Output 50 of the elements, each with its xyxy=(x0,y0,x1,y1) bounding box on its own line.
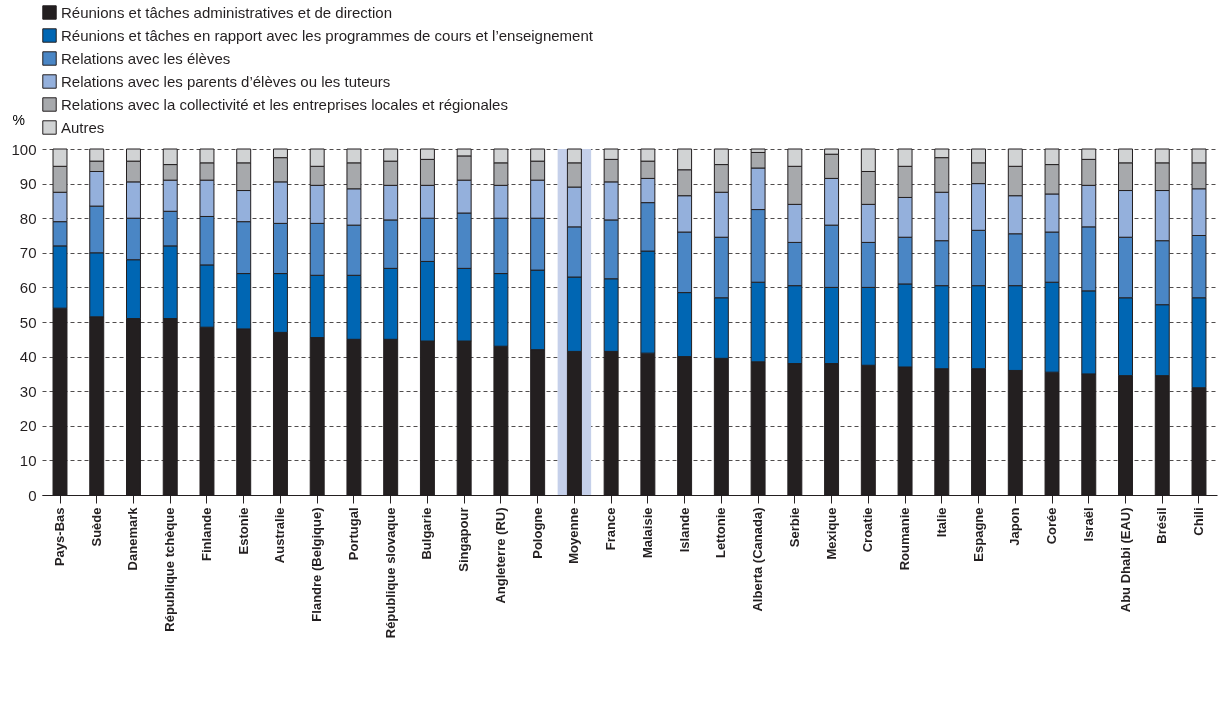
x-tick-label: Mexique xyxy=(823,507,839,560)
x-tick-label: Portugal xyxy=(345,507,361,561)
y-tick-label: 20 xyxy=(19,417,37,435)
x-tick-label: Japon xyxy=(1007,507,1023,546)
x-tick-label: Israël xyxy=(1080,507,1096,542)
x-tick-label: Lettonie xyxy=(713,507,729,559)
y-axis-title: % xyxy=(12,111,25,128)
x-tick-label: Singapour xyxy=(456,507,472,572)
x-tick-label: Islande xyxy=(676,507,692,553)
x-tick-label: Danemark xyxy=(125,506,141,571)
x-tick-label: Finlande xyxy=(198,507,214,561)
x-tick-label: Abu Dhabi (EAU) xyxy=(1117,507,1133,613)
y-tick-label: 50 xyxy=(19,313,37,331)
x-tick-label: Roumanie xyxy=(897,507,913,571)
legend-label: Réunions et tâches administratives et de direction xyxy=(61,3,393,21)
y-tick-label: 30 xyxy=(19,382,37,400)
legend-label: Relations avec les élèves xyxy=(61,49,231,67)
x-tick-label: Serbie xyxy=(786,507,802,548)
legend-label: Autres xyxy=(61,118,105,136)
y-tick-label: 90 xyxy=(19,175,37,193)
x-tick-label: Pays-Bas xyxy=(52,507,67,567)
x-tick-label: République slovaque xyxy=(382,507,398,639)
legend-label: Relations avec la collectivité et les entreprises locales et régionales xyxy=(61,95,508,113)
legend-label: Relations avec les parents d’élèves ou les tuteurs xyxy=(61,72,391,90)
x-tick-label: France xyxy=(603,507,619,551)
legend-label: Réunions et tâches en rapport avec les programmes de cours et l’enseignement xyxy=(61,26,594,44)
y-tick-label: 100 xyxy=(11,140,37,158)
x-tick-label: Suède xyxy=(88,507,104,547)
y-tick-label: 60 xyxy=(19,278,37,296)
x-tick-label: Croatie xyxy=(860,507,876,553)
x-tick-label: Chili xyxy=(1191,507,1206,536)
y-tick-label: 0 xyxy=(28,486,37,504)
x-tick-label: Alberta (Canada) xyxy=(750,507,766,612)
y-tick-label: 80 xyxy=(19,209,37,227)
x-tick-label: Brésil xyxy=(1154,507,1170,544)
x-tick-label: Australie xyxy=(272,507,288,564)
x-tick-label: République tchèque xyxy=(162,507,178,632)
x-tick-label: Pologne xyxy=(529,507,545,559)
x-tick-label: Angleterre (RU) xyxy=(492,507,508,604)
x-tick-label: Estonie xyxy=(235,507,251,555)
y-tick-label: 40 xyxy=(19,348,37,366)
x-tick-label: Bulgarie xyxy=(419,507,435,560)
y-tick-label: 10 xyxy=(19,451,37,469)
x-tick-label: Corée xyxy=(1044,507,1060,545)
x-tick-label: Moyenne xyxy=(566,507,582,564)
x-tick-label: Malaisie xyxy=(639,507,655,559)
x-tick-label: Espagne xyxy=(970,507,986,562)
y-tick-label: 70 xyxy=(19,244,37,262)
x-tick-label: Italie xyxy=(933,507,949,538)
x-tick-label: Flandre (Belgique) xyxy=(309,507,325,622)
